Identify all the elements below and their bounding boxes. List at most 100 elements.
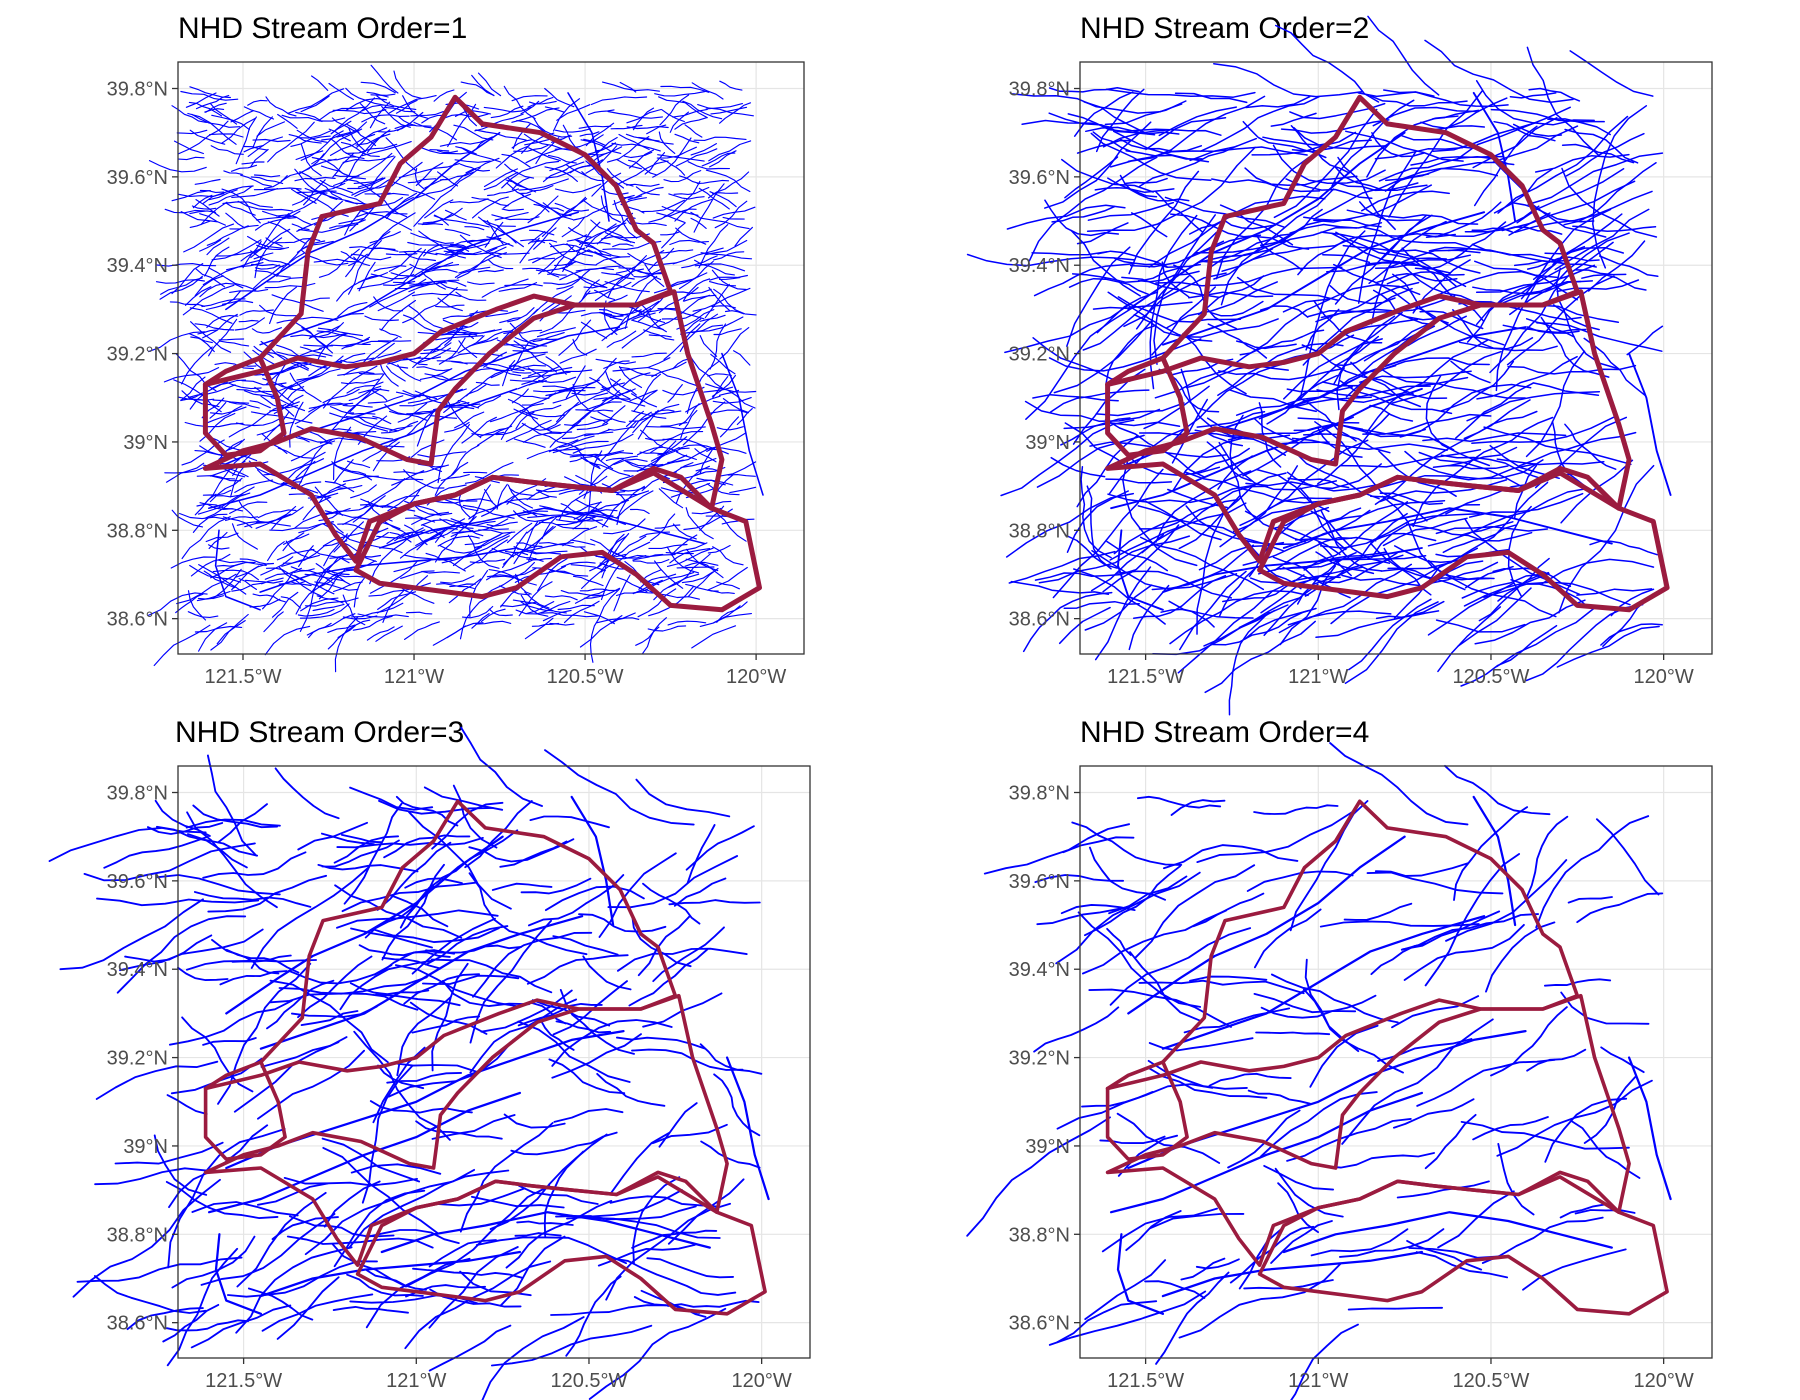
stream-line [300,130,344,161]
stream-line [1393,565,1441,619]
stream-line [459,596,489,640]
stream-line [1021,119,1114,129]
stream-line [1090,132,1212,181]
stream-line [198,564,247,595]
x-tick-label: 120°W [1634,666,1694,688]
stream-line [455,146,477,155]
main-river-line [1116,1233,1165,1315]
stream-line [386,1071,463,1084]
stream-line [1497,115,1629,214]
main-river-line [225,131,501,311]
panel-title: NHD Stream Order=4 [1080,716,1369,749]
stream-line [533,227,557,250]
stream-line [345,87,384,106]
stream-line [562,249,590,272]
stream-line [1412,459,1473,528]
stream-line [600,195,622,223]
stream-line [644,152,666,175]
stream-line [532,332,565,343]
stream-line [330,191,373,208]
stream-line [299,346,333,357]
stream-line [520,601,554,612]
stream-line [353,177,384,184]
stream-line [1107,177,1175,194]
stream-line [637,915,691,977]
stream-line [283,1176,419,1187]
stream-line [533,118,573,138]
stream-line [666,546,699,574]
stream-line [400,570,435,579]
stream-line [518,581,553,617]
stream-line [414,167,425,190]
stream-line [707,566,748,591]
stream-line [1122,461,1198,567]
stream-line [1253,804,1339,815]
stream-line [1228,611,1270,716]
axes: 38.6°N 38.8°N 39°N 39.2°N 39.4°N 39.6°N … [107,79,787,688]
stream-line [495,423,526,436]
stream-line [481,1316,585,1400]
stream-line [194,178,221,185]
stream-line [294,575,335,595]
stream-line [1147,1066,1268,1099]
stream-line [657,249,694,254]
stream-line [1559,1203,1606,1219]
stream-line [262,210,297,219]
stream-line [356,127,388,148]
stream-line [1167,488,1228,509]
stream-line [507,391,550,399]
stream-line [1385,161,1515,182]
stream-line [334,464,373,481]
main-river-line [259,211,579,346]
stream-line [187,611,219,618]
stream-line [266,979,335,1030]
stream-line [1136,795,1222,809]
stream-line [425,552,466,572]
basin-outline [202,94,674,387]
stream-line [596,535,627,568]
stream-line [1147,1059,1248,1090]
stream-line [238,319,259,323]
basin-outline [202,289,725,564]
main-river-line [567,92,610,222]
stream-line [464,532,504,546]
main-river-line [380,1211,711,1254]
stream-line [1383,89,1509,107]
stream-line [698,187,730,210]
stream-line [489,403,544,423]
stream-line [191,205,217,210]
stream-line [1107,484,1255,504]
stream-line [1038,535,1191,584]
stream-line [627,252,678,266]
stream-line [396,996,452,1077]
stream-line [533,203,550,213]
stream-line [1535,815,1650,929]
stream-line [1076,222,1129,245]
stream-line [601,326,628,342]
stream-line [329,133,376,156]
stream-line [1198,541,1285,571]
stream-line [198,622,228,652]
stream-line [381,495,420,509]
x-tick-label: 120.5°W [547,666,624,688]
stream-line [189,86,231,99]
stream-line [323,533,348,567]
stream-line [234,479,274,493]
stream-line [708,140,752,162]
stream-line [511,176,531,191]
stream-line [500,588,520,608]
stream-line [240,174,272,187]
stream-line [1124,452,1221,476]
stream-line [658,488,684,509]
stream-line [447,321,479,333]
stream-line [177,966,229,982]
stream-line [1576,588,1653,596]
stream-line [269,286,298,325]
stream-line [1497,1142,1535,1216]
stream-line [1406,1239,1483,1271]
stream-line [292,190,337,206]
stream-line [431,962,469,1072]
stream-line [263,351,310,370]
stream-line [1277,1182,1320,1234]
stream-line [218,338,245,341]
